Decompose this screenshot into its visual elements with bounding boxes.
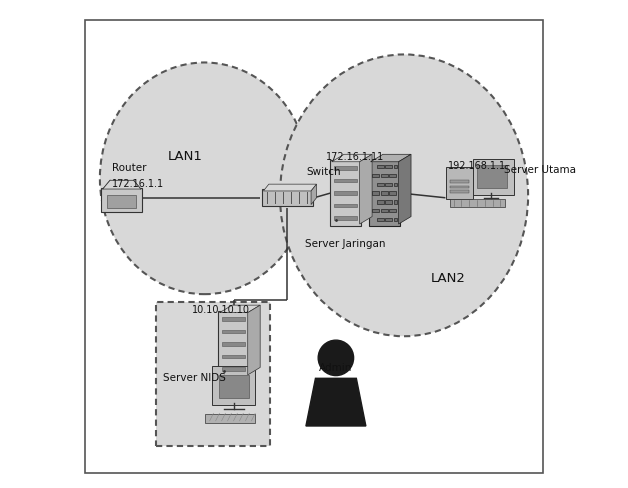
Polygon shape <box>311 184 317 204</box>
FancyBboxPatch shape <box>386 218 392 221</box>
FancyBboxPatch shape <box>372 191 379 195</box>
Text: LAN1: LAN1 <box>168 150 202 163</box>
FancyBboxPatch shape <box>477 165 507 188</box>
Circle shape <box>318 340 354 376</box>
FancyBboxPatch shape <box>212 366 256 405</box>
FancyBboxPatch shape <box>377 165 384 168</box>
FancyBboxPatch shape <box>205 413 255 423</box>
FancyBboxPatch shape <box>330 160 361 225</box>
FancyBboxPatch shape <box>156 303 270 446</box>
FancyBboxPatch shape <box>450 185 469 188</box>
Polygon shape <box>360 154 372 224</box>
FancyBboxPatch shape <box>386 165 392 168</box>
FancyBboxPatch shape <box>389 209 396 212</box>
FancyBboxPatch shape <box>394 183 397 186</box>
Text: 172.16.1.1: 172.16.1.1 <box>112 179 164 189</box>
FancyBboxPatch shape <box>372 209 379 212</box>
Ellipse shape <box>280 55 528 336</box>
FancyBboxPatch shape <box>222 317 246 321</box>
Polygon shape <box>220 305 260 313</box>
FancyBboxPatch shape <box>101 187 142 212</box>
Polygon shape <box>103 180 141 189</box>
FancyBboxPatch shape <box>222 330 246 333</box>
FancyBboxPatch shape <box>450 180 469 183</box>
FancyBboxPatch shape <box>334 216 357 220</box>
FancyBboxPatch shape <box>334 179 357 183</box>
FancyBboxPatch shape <box>107 195 136 208</box>
FancyBboxPatch shape <box>447 167 473 199</box>
Polygon shape <box>263 184 317 191</box>
Text: Router: Router <box>112 163 146 173</box>
FancyBboxPatch shape <box>394 165 397 168</box>
Text: Server Jaringan: Server Jaringan <box>305 239 386 249</box>
FancyBboxPatch shape <box>334 166 357 170</box>
FancyBboxPatch shape <box>222 367 246 370</box>
FancyBboxPatch shape <box>377 200 384 203</box>
FancyBboxPatch shape <box>334 204 357 207</box>
Polygon shape <box>332 154 372 162</box>
FancyBboxPatch shape <box>85 20 543 473</box>
Polygon shape <box>371 154 411 162</box>
Text: LAN2: LAN2 <box>430 271 465 285</box>
FancyBboxPatch shape <box>394 218 397 221</box>
FancyBboxPatch shape <box>450 190 469 193</box>
Text: Server NIDS: Server NIDS <box>163 373 226 383</box>
FancyBboxPatch shape <box>386 200 392 203</box>
Ellipse shape <box>100 62 309 294</box>
Text: 192.168.1.1: 192.168.1.1 <box>448 161 506 171</box>
FancyBboxPatch shape <box>381 191 387 195</box>
Polygon shape <box>399 154 411 224</box>
FancyBboxPatch shape <box>389 174 396 177</box>
FancyBboxPatch shape <box>222 342 246 346</box>
FancyBboxPatch shape <box>389 191 396 195</box>
FancyBboxPatch shape <box>377 218 384 221</box>
Text: Switch: Switch <box>306 167 342 177</box>
Polygon shape <box>306 378 366 426</box>
FancyBboxPatch shape <box>386 183 392 186</box>
FancyBboxPatch shape <box>377 183 384 186</box>
FancyBboxPatch shape <box>474 159 514 195</box>
Text: Admin: Admin <box>319 363 352 373</box>
FancyBboxPatch shape <box>219 311 249 376</box>
Text: 172.16.1.11: 172.16.1.11 <box>326 152 384 162</box>
FancyBboxPatch shape <box>450 199 505 207</box>
FancyBboxPatch shape <box>372 174 379 177</box>
FancyBboxPatch shape <box>381 174 387 177</box>
FancyBboxPatch shape <box>222 355 246 358</box>
Polygon shape <box>247 305 260 375</box>
FancyBboxPatch shape <box>334 191 357 195</box>
FancyBboxPatch shape <box>262 189 313 206</box>
FancyBboxPatch shape <box>381 209 387 212</box>
FancyBboxPatch shape <box>394 200 397 203</box>
Text: 10.10.10.10: 10.10.10.10 <box>192 305 251 315</box>
FancyBboxPatch shape <box>369 160 400 225</box>
Text: Server Utama: Server Utama <box>504 164 576 175</box>
FancyBboxPatch shape <box>219 375 249 398</box>
